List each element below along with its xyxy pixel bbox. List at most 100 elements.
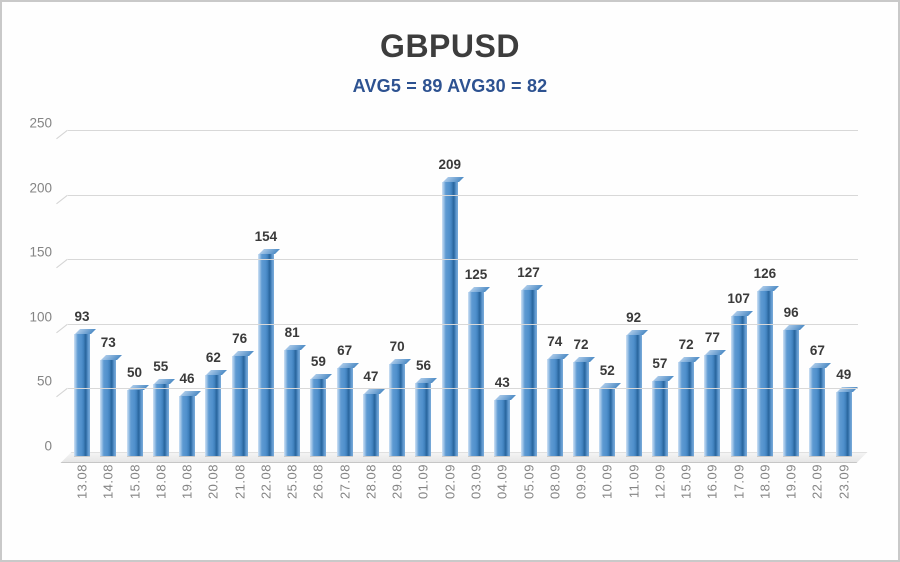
gridline-3d-tick bbox=[56, 387, 68, 398]
value-label: 93 bbox=[74, 309, 90, 324]
x-axis-label: 23.09 bbox=[836, 464, 852, 500]
bar-column: 73 14.08 bbox=[100, 131, 117, 499]
bar-column: 56 01.09 bbox=[415, 131, 432, 499]
bar bbox=[126, 390, 143, 456]
bar bbox=[310, 379, 327, 456]
chart-title: GBPUSD bbox=[380, 28, 520, 64]
bar bbox=[494, 400, 511, 456]
x-axis-label: 26.08 bbox=[310, 464, 326, 500]
bar-column: 125 03.09 bbox=[465, 131, 488, 499]
y-axis-label: 100 bbox=[29, 309, 52, 325]
x-axis-label: 15.08 bbox=[127, 464, 143, 500]
bar bbox=[573, 362, 590, 456]
x-axis-label: 17.09 bbox=[731, 464, 747, 500]
bar-column: 72 09.09 bbox=[573, 131, 590, 499]
bar bbox=[74, 334, 90, 456]
bar bbox=[809, 368, 826, 456]
x-axis-label: 09.09 bbox=[573, 464, 589, 500]
value-label: 74 bbox=[547, 334, 563, 349]
bar-column: 127 05.09 bbox=[517, 131, 540, 499]
value-label: 67 bbox=[337, 343, 353, 358]
value-label: 126 bbox=[753, 266, 777, 281]
value-label: 55 bbox=[153, 359, 169, 374]
bar-column: 76 21.08 bbox=[231, 131, 248, 499]
bar bbox=[756, 291, 773, 456]
bar bbox=[599, 388, 616, 456]
value-label: 81 bbox=[284, 325, 300, 340]
gridline-3d-tick bbox=[56, 258, 68, 269]
value-label: 107 bbox=[727, 291, 750, 306]
x-axis-label: 19.08 bbox=[179, 464, 195, 500]
value-label: 62 bbox=[205, 350, 221, 365]
bar-column: 126 18.09 bbox=[754, 131, 777, 499]
value-label: 77 bbox=[704, 330, 720, 345]
value-label: 56 bbox=[415, 358, 431, 373]
x-axis-label: 19.09 bbox=[783, 464, 799, 500]
bar bbox=[651, 381, 668, 456]
gridline bbox=[56, 194, 858, 205]
x-axis-label: 02.09 bbox=[442, 464, 458, 500]
bar-column: 43 04.09 bbox=[494, 131, 511, 499]
bar-column: 74 08.09 bbox=[546, 131, 563, 499]
gridline bbox=[56, 387, 858, 398]
bar-column: 70 29.08 bbox=[389, 131, 406, 499]
value-label: 70 bbox=[389, 339, 405, 354]
bar bbox=[520, 290, 537, 456]
bar-column: 81 25.08 bbox=[284, 131, 301, 499]
value-label: 59 bbox=[310, 354, 326, 369]
bar bbox=[179, 396, 196, 456]
bar-column: 67 27.08 bbox=[336, 131, 353, 499]
bar bbox=[336, 368, 353, 456]
bar bbox=[362, 394, 379, 456]
bar-column: 154 22.08 bbox=[255, 131, 278, 499]
value-label: 49 bbox=[836, 367, 852, 382]
value-label: 67 bbox=[809, 343, 825, 358]
y-axis-label: 0 bbox=[44, 438, 52, 454]
x-axis-label: 01.09 bbox=[415, 464, 431, 500]
y-axis-label: 50 bbox=[36, 373, 52, 389]
value-label: 57 bbox=[652, 356, 668, 371]
bar-column: 47 28.08 bbox=[362, 131, 379, 499]
value-label: 43 bbox=[494, 375, 510, 390]
x-axis-label: 15.09 bbox=[678, 464, 694, 500]
bar bbox=[415, 383, 432, 456]
chart-subtitle: AVG5 = 89 AVG30 = 82 bbox=[352, 76, 548, 96]
x-axis-label: 27.08 bbox=[337, 464, 353, 500]
value-label: 52 bbox=[599, 363, 615, 378]
bar-column: 62 20.08 bbox=[205, 131, 222, 499]
value-label: 47 bbox=[363, 369, 379, 384]
bar-column: 59 26.08 bbox=[310, 131, 327, 499]
x-axis-label: 12.09 bbox=[652, 464, 668, 500]
bar-column: 96 19.09 bbox=[783, 131, 800, 499]
value-label: 72 bbox=[678, 337, 694, 352]
x-axis-label: 25.08 bbox=[284, 464, 300, 500]
x-axis-label: 20.08 bbox=[205, 464, 221, 500]
gridline bbox=[56, 129, 858, 140]
bar bbox=[284, 350, 301, 456]
y-axis-label: 200 bbox=[29, 180, 52, 196]
gridline-3d-tick bbox=[56, 129, 68, 140]
bar bbox=[100, 360, 117, 456]
value-label: 96 bbox=[783, 305, 799, 320]
plot-area: 93 13.08 73 14.08 50 15.08 55 18.08 46 19.08 62 20.… bbox=[29, 116, 868, 499]
bar-column: 72 15.09 bbox=[678, 131, 695, 499]
x-axis-label: 18.09 bbox=[757, 464, 773, 500]
x-axis-label: 22.09 bbox=[809, 464, 825, 500]
bar-column: 46 19.08 bbox=[179, 131, 196, 499]
bar bbox=[546, 359, 563, 456]
x-axis-label: 13.08 bbox=[74, 464, 90, 500]
x-axis-label: 08.09 bbox=[547, 464, 563, 500]
bar bbox=[441, 182, 458, 456]
gridline bbox=[56, 258, 858, 269]
x-axis-label: 04.09 bbox=[494, 464, 510, 500]
bar bbox=[783, 330, 800, 456]
bar-column: 57 12.09 bbox=[651, 131, 668, 499]
x-axis-label: 05.09 bbox=[521, 464, 537, 500]
bar-column: 49 23.09 bbox=[835, 131, 852, 499]
x-axis-label: 22.08 bbox=[258, 464, 274, 500]
bar bbox=[257, 254, 274, 456]
value-label: 73 bbox=[100, 335, 116, 350]
value-label: 92 bbox=[626, 310, 642, 325]
bar-column: 92 11.09 bbox=[625, 131, 642, 498]
